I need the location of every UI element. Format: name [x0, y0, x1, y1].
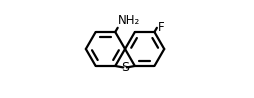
- Text: NH₂: NH₂: [118, 14, 140, 27]
- Text: S: S: [121, 61, 129, 74]
- Text: F: F: [157, 21, 164, 34]
